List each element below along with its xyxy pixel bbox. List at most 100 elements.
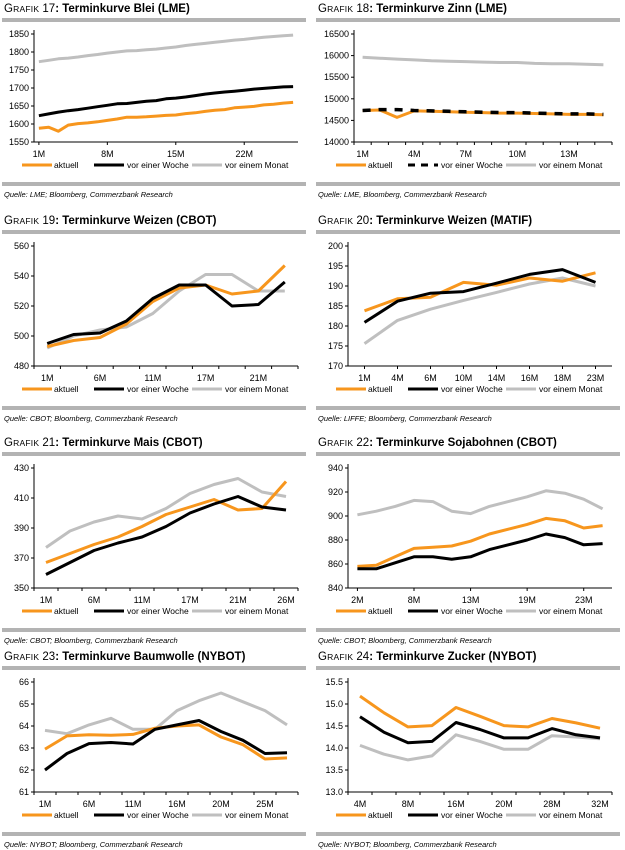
x-tick-label: 1M (33, 149, 46, 159)
series-line-monat (47, 275, 285, 349)
x-tick-label: 25M (256, 799, 274, 809)
series-line-aktuell (46, 482, 286, 563)
y-tick-label: 1550 (9, 137, 29, 147)
legend-label-aktuell: aktuell (368, 160, 393, 170)
x-tick-label: 7M (460, 149, 473, 159)
series-line-aktuell (360, 696, 600, 728)
chart-title-text: Terminkurve Zinn (LME) (376, 3, 507, 15)
x-tick-label: 4M (408, 149, 421, 159)
y-tick-label: 520 (14, 301, 29, 311)
legend-label-monat: vor einem Monat (539, 810, 603, 820)
x-tick-label: 1M (356, 149, 369, 159)
chart-prefix: GRAFIK (4, 438, 39, 448)
y-tick-label: 1700 (9, 83, 29, 93)
x-tick-label: 1M (41, 373, 54, 383)
y-tick-label: 66 (19, 677, 29, 687)
legend-label-woche: vor einer Woche (127, 160, 189, 170)
y-tick-label: 14.5 (325, 721, 343, 731)
chart-title: GRAFIK 17: Terminkurve Blei (LME) (2, 2, 306, 16)
y-tick-label: 13.0 (325, 787, 343, 797)
chart-title-text: Terminkurve Weizen (CBOT) (62, 215, 216, 227)
chart-source: Quelle: NYBOT; Bloomberg, Commerzbank Re… (316, 840, 620, 850)
series-line-monat (357, 491, 602, 515)
x-tick-label: 21M (250, 373, 268, 383)
x-tick-label: 28M (543, 799, 561, 809)
y-tick-label: 63 (19, 743, 29, 753)
chart-title: GRAFIK 22: Terminkurve Sojabohnen (CBOT) (316, 436, 620, 450)
legend-label-woche: vor einer Woche (127, 384, 189, 394)
footer-rule (316, 832, 620, 836)
y-tick-label: 1750 (9, 65, 29, 75)
chart-title-text: Terminkurve Weizen (MATIF) (376, 215, 532, 227)
x-tick-label: 11M (125, 799, 142, 809)
x-tick-label: 11M (134, 595, 151, 605)
y-tick-label: 560 (14, 241, 29, 251)
y-tick-label: 14500 (324, 115, 349, 125)
chart-prefix: GRAFIK (4, 4, 39, 14)
y-tick-label: 16500 (324, 29, 349, 39)
y-tick-label: 15.5 (325, 677, 343, 687)
y-tick-label: 1800 (9, 47, 29, 57)
chart-source: Quelle: CBOT; Bloomberg, Commerzbank Res… (2, 636, 306, 646)
series-line-woche (39, 87, 293, 116)
series-line-monat (363, 57, 604, 64)
x-tick-label: 32M (591, 799, 609, 809)
y-tick-label: 940 (328, 463, 343, 473)
y-tick-label: 540 (14, 271, 29, 281)
footer-rule (2, 182, 306, 186)
chart-title: GRAFIK 24: Terminkurve Zucker (NYBOT) (316, 650, 620, 664)
chart-title-text: Terminkurve Zucker (NYBOT) (376, 651, 536, 663)
legend-label-monat: vor einem Monat (225, 810, 289, 820)
x-tick-label: 1M (358, 373, 371, 383)
x-tick-label: 16M (447, 799, 465, 809)
y-tick-label: 1650 (9, 101, 29, 111)
x-tick-label: 23M (587, 373, 605, 383)
chart-source: Quelle: LME; Bloomberg, Commerzbank Rese… (2, 190, 306, 200)
chart-prefix: GRAFIK (318, 438, 353, 448)
chart-panel-23: GRAFIK 23: Terminkurve Baumwolle (NYBOT)… (2, 650, 306, 850)
y-tick-label: 840 (328, 583, 343, 593)
y-tick-label: 185 (328, 301, 343, 311)
y-tick-label: 65 (19, 699, 29, 709)
series-line-aktuell (357, 518, 602, 566)
y-tick-label: 900 (328, 511, 343, 521)
legend-label-aktuell: aktuell (54, 384, 79, 394)
chart-title-text: Terminkurve Sojabohnen (CBOT) (376, 437, 557, 449)
chart-number: 20 (356, 215, 369, 227)
footer-rule (316, 182, 620, 186)
legend-label-woche: vor einer Woche (441, 606, 503, 616)
legend-label-monat: vor einem Monat (539, 606, 603, 616)
x-tick-label: 8M (101, 149, 114, 159)
x-tick-label: 6M (94, 373, 107, 383)
x-tick-label: 16M (521, 373, 539, 383)
y-tick-label: 62 (19, 765, 29, 775)
series-line-aktuell (39, 102, 293, 131)
chart-number: 18 (356, 3, 369, 15)
legend-label-aktuell: aktuell (54, 160, 79, 170)
y-tick-label: 430 (14, 463, 29, 473)
x-tick-label: 4M (391, 373, 404, 383)
chart-number: 24 (356, 651, 369, 663)
y-tick-label: 15500 (324, 72, 349, 82)
y-tick-label: 500 (14, 331, 29, 341)
legend-label-woche: vor einer Woche (441, 160, 503, 170)
legend-label-aktuell: aktuell (54, 810, 79, 820)
x-tick-label: 17M (197, 373, 215, 383)
chart-number: 21 (42, 437, 55, 449)
x-tick-label: 11M (144, 373, 161, 383)
x-tick-label: 4M (354, 799, 367, 809)
x-tick-label: 6M (83, 799, 96, 809)
chart-panel-19: GRAFIK 19: Terminkurve Weizen (CBOT) 480… (2, 214, 306, 424)
y-tick-label: 480 (14, 361, 29, 371)
chart-title-text: Terminkurve Blei (LME) (62, 3, 190, 15)
chart-source: Quelle: LIFFE; Bloomberg, Commerzbank Re… (316, 414, 620, 424)
chart-prefix: GRAFIK (318, 652, 353, 662)
y-tick-label: 13.5 (325, 765, 343, 775)
y-tick-label: 410 (14, 493, 29, 503)
